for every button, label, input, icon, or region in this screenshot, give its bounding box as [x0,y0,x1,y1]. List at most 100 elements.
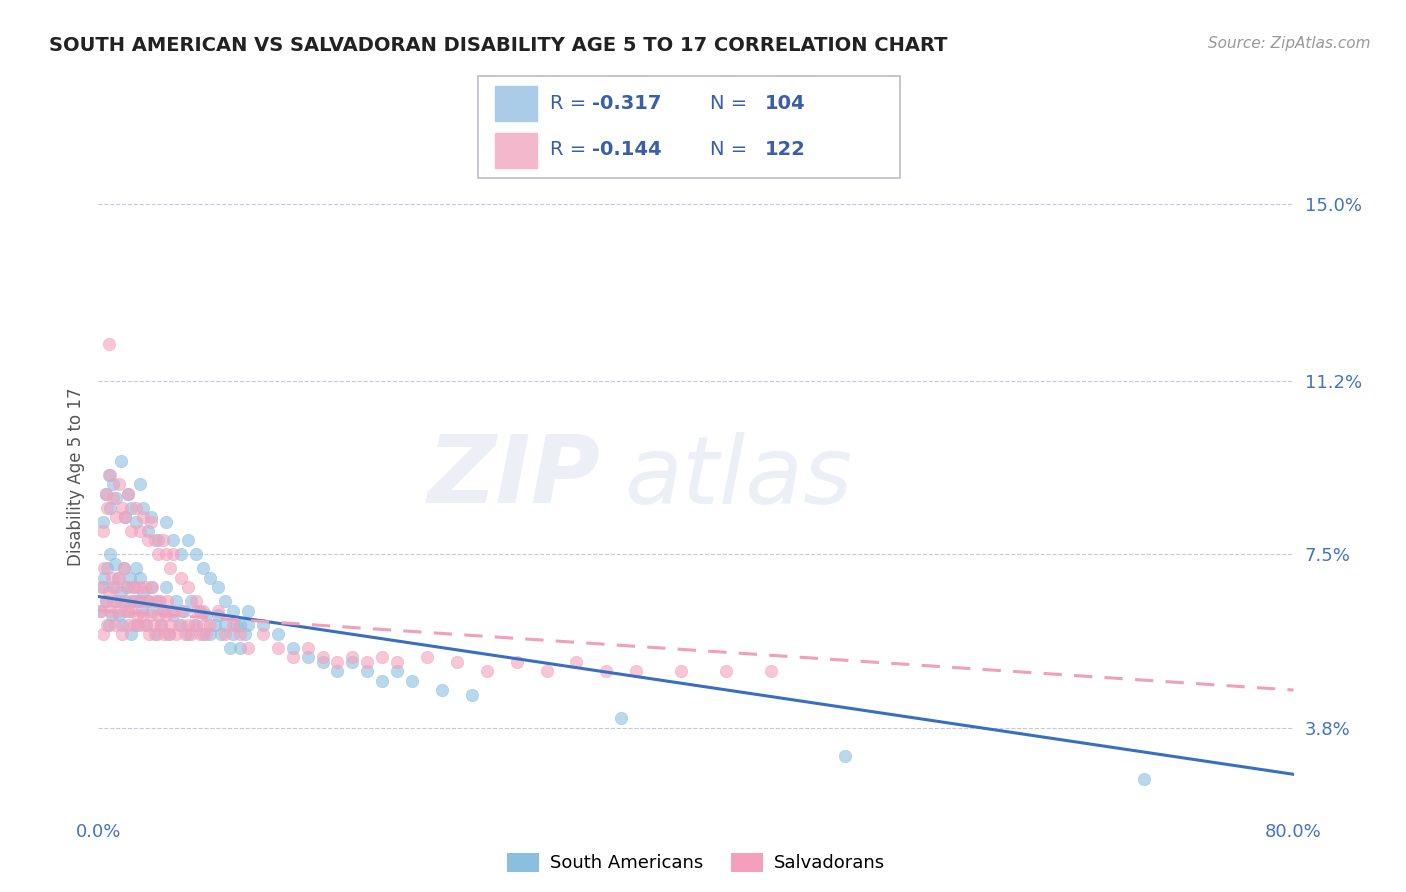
Point [114,510,136,524]
Point [118,571,141,585]
Point [97,584,120,599]
Point [107,603,129,617]
Point [177,617,200,632]
Point [152,603,174,617]
Point [114,603,136,617]
Point [229,640,252,655]
Point [103,491,125,506]
Point [236,617,259,632]
Point [461,688,484,702]
Point [214,627,236,641]
Point [173,603,195,617]
Point [148,533,170,548]
Point [94,594,117,608]
Point [110,584,132,599]
Point [124,580,146,594]
Point [167,617,190,632]
Text: N =: N = [710,140,754,159]
Point [177,533,200,548]
Point [135,617,157,632]
Point [252,627,274,641]
Point [143,594,166,608]
Point [311,650,333,665]
Point [142,617,165,632]
FancyBboxPatch shape [495,133,537,168]
Point [97,337,120,351]
Point [139,580,162,594]
Text: SOUTH AMERICAN VS SALVADORAN DISABILITY AGE 5 TO 17 CORRELATION CHART: SOUTH AMERICAN VS SALVADORAN DISABILITY … [49,36,948,54]
Point [326,665,349,679]
Point [128,580,150,594]
Point [169,548,191,562]
Point [165,627,187,641]
Point [669,665,692,679]
Point [108,477,131,491]
Point [150,617,173,632]
Point [127,617,149,632]
Point [506,655,529,669]
Point [105,491,128,506]
Point [209,627,232,641]
Point [430,683,453,698]
Point [141,603,163,617]
Point [121,594,143,608]
Text: Source: ZipAtlas.com: Source: ZipAtlas.com [1208,36,1371,51]
Point [112,561,135,575]
Point [96,617,118,632]
Point [610,711,633,725]
Point [143,627,166,641]
Point [155,608,177,623]
Point [159,617,181,632]
Point [153,627,176,641]
Point [139,608,162,623]
Point [200,627,222,641]
Point [194,627,218,641]
Point [200,571,222,585]
Point [121,580,143,594]
Point [129,477,152,491]
Point [117,486,139,500]
Point [104,617,127,632]
Point [180,594,202,608]
Legend: South Americans, Salvadorans: South Americans, Salvadorans [499,846,893,880]
Text: 104: 104 [765,94,806,113]
Point [105,510,128,524]
Point [150,617,173,632]
Point [184,594,207,608]
Point [120,627,142,641]
Point [125,500,148,515]
Point [134,580,156,594]
Point [108,608,131,623]
Point [90,580,112,594]
Point [401,673,423,688]
Point [153,603,176,617]
Point [416,650,439,665]
Point [267,627,290,641]
Point [536,665,558,679]
Point [385,665,409,679]
Point [115,580,138,594]
Point [595,665,617,679]
Point [207,580,229,594]
Point [155,548,177,562]
Point [156,594,179,608]
Point [120,603,142,617]
Point [138,627,160,641]
Point [120,500,142,515]
Point [129,524,152,538]
Point [162,533,184,548]
Point [125,561,148,575]
Point [371,650,394,665]
Point [188,603,211,617]
Point [129,571,152,585]
Point [129,617,152,632]
Point [141,580,163,594]
Point [229,617,252,632]
Point [159,561,181,575]
Point [188,627,211,641]
Point [89,603,111,617]
Point [94,594,117,608]
Point [174,627,197,641]
Point [183,617,205,632]
FancyBboxPatch shape [495,87,537,121]
